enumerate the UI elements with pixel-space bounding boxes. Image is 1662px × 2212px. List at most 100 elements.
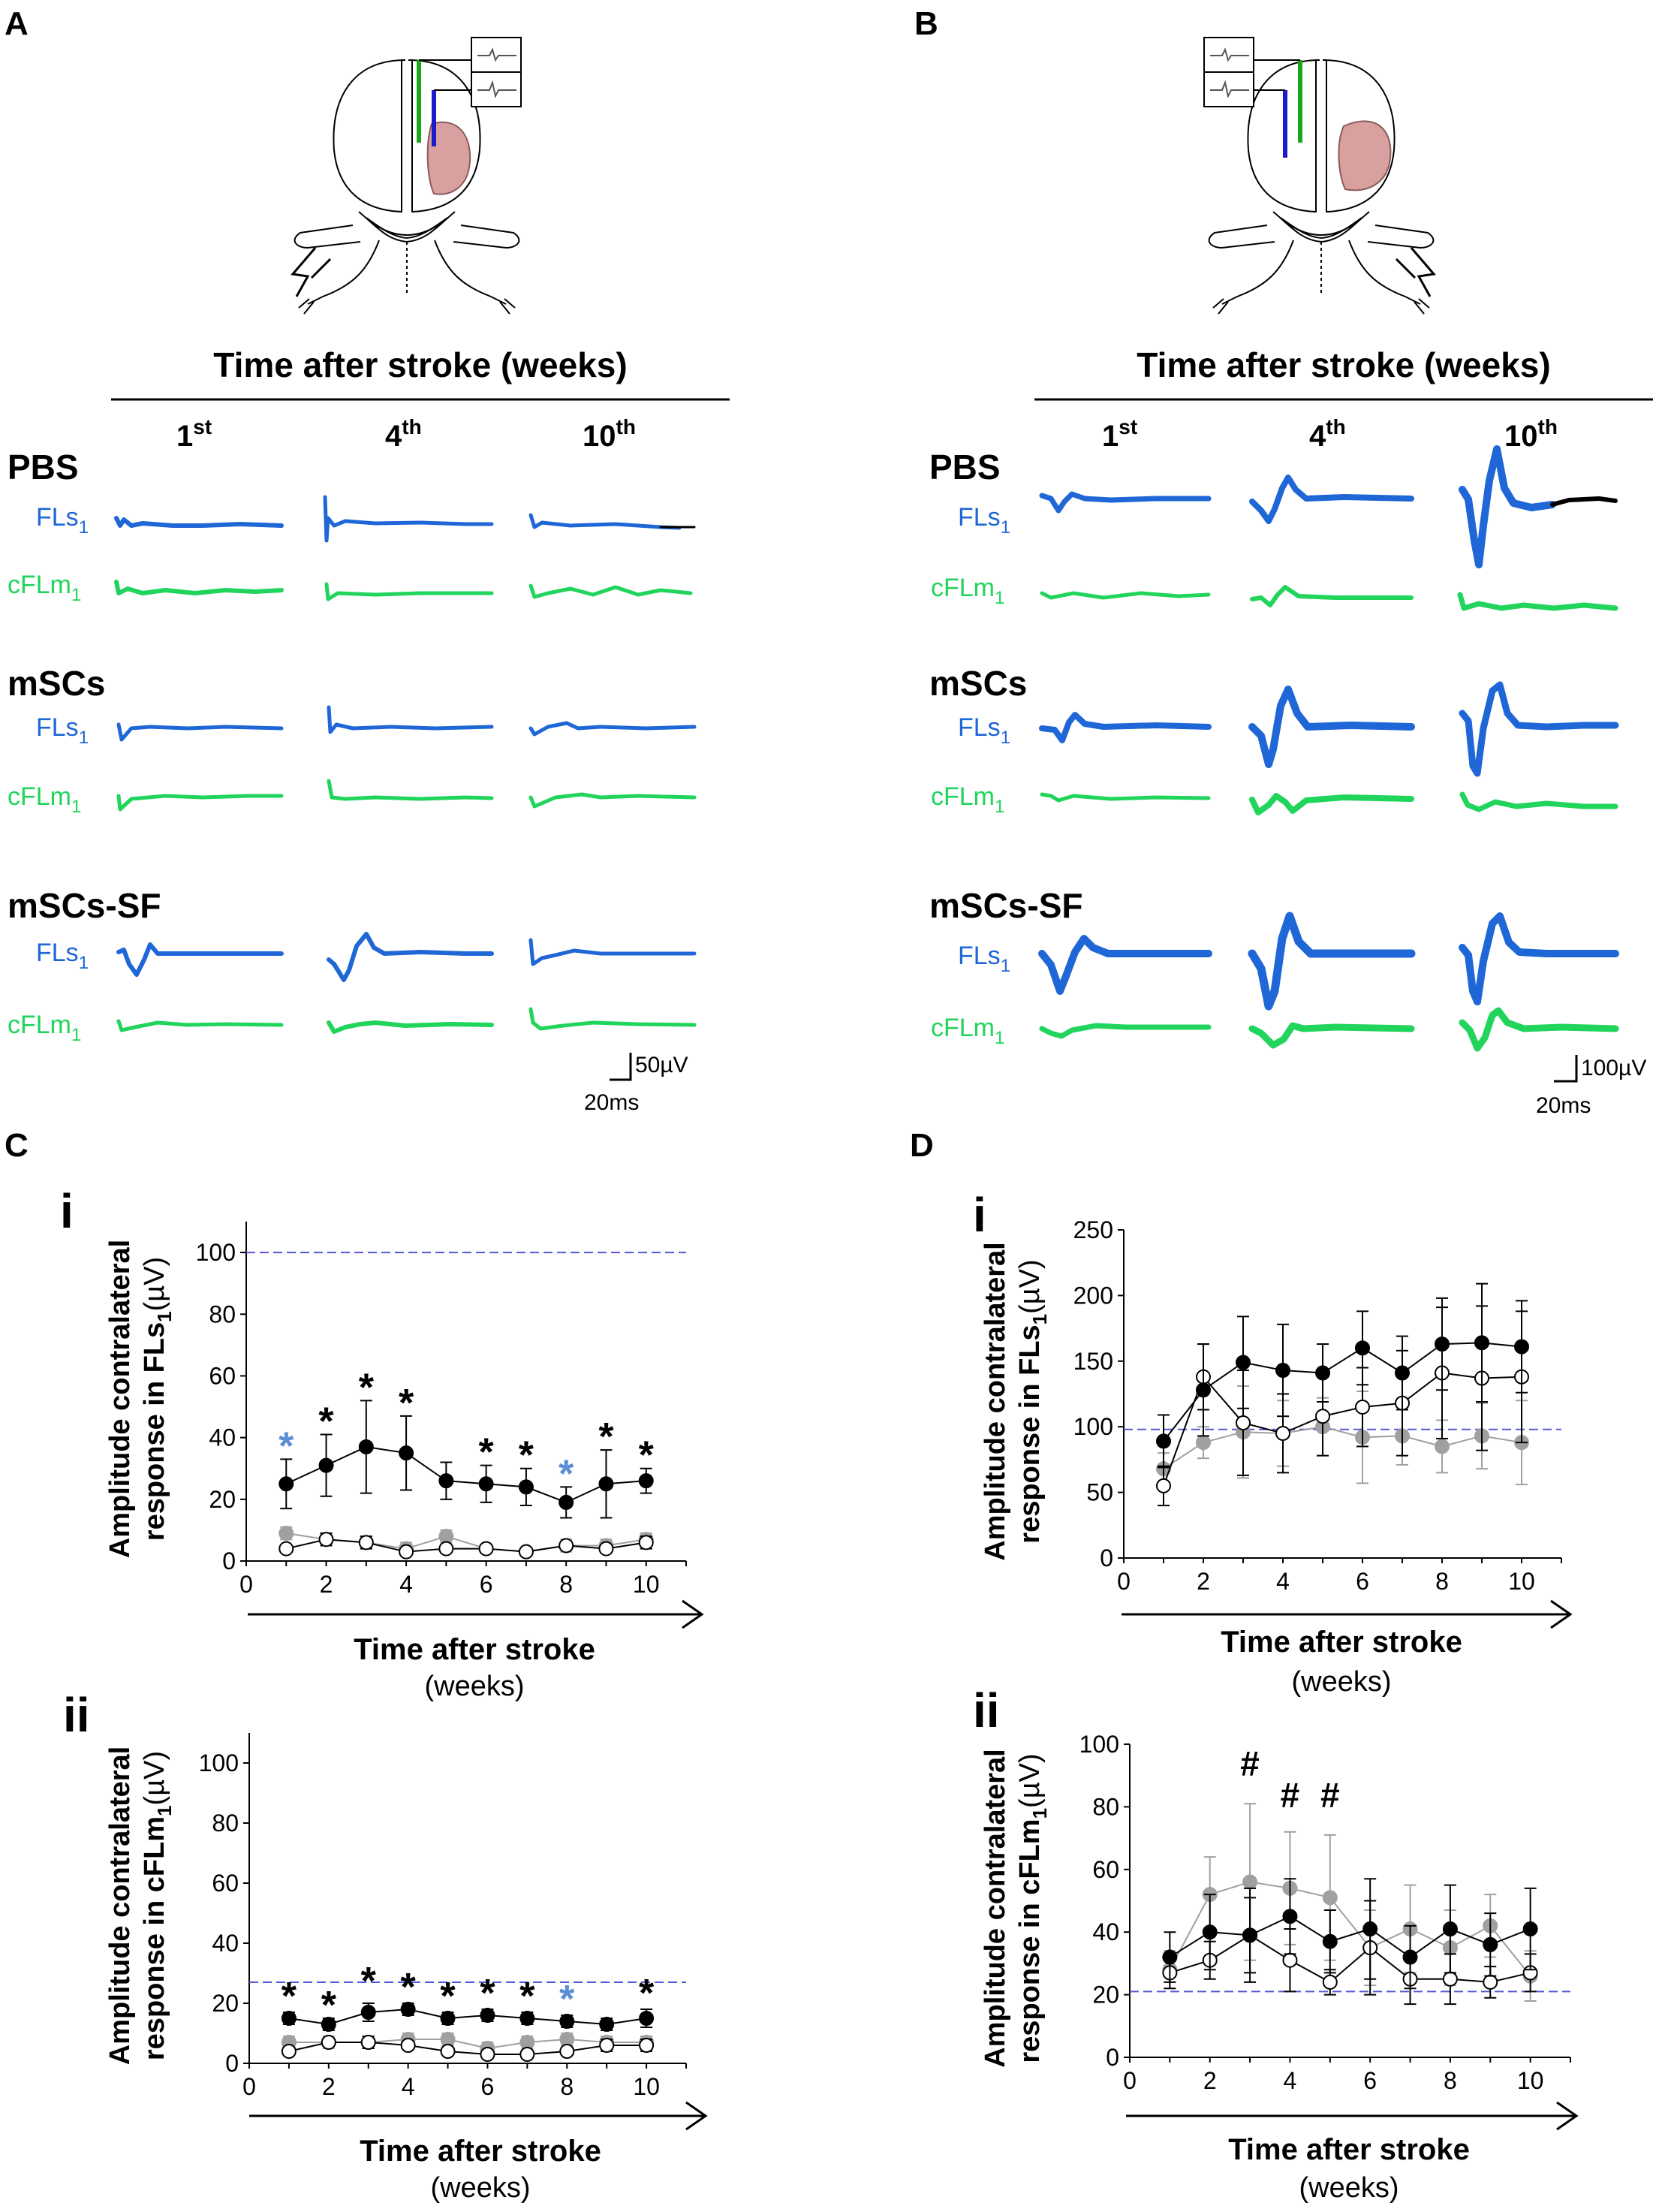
trace-cflm-pbs-w1 xyxy=(114,580,284,595)
data-point-black xyxy=(1322,1933,1338,1949)
y-tick-label: 0 xyxy=(1106,2044,1119,2071)
trace-cflm-pbs-w10 xyxy=(528,583,693,599)
y-tick-label: 100 xyxy=(1079,1731,1119,1758)
data-point-black xyxy=(559,1494,574,1510)
trace-fls-mscs-b-w4 xyxy=(1248,686,1415,768)
data-point-open xyxy=(1156,1478,1171,1493)
x-tick-label: 0 xyxy=(1123,2067,1137,2094)
trace-cflm-pbs-b-w1 xyxy=(1040,591,1211,600)
series-line-gray xyxy=(1169,1881,1531,1977)
y-tick-label: 20 xyxy=(212,1990,239,2017)
significance-marker: * xyxy=(639,1972,655,2015)
scale-bar-a-time: 20ms xyxy=(584,1090,639,1115)
data-point-open xyxy=(518,1544,534,1560)
trace-fls-mscsf-w1 xyxy=(116,942,284,977)
data-point-black xyxy=(358,1439,374,1454)
significance-marker: * xyxy=(559,1452,574,1496)
y-tick-label: 0 xyxy=(222,1547,236,1575)
significance-marker: * xyxy=(479,1431,495,1475)
data-point-open xyxy=(598,1541,614,1557)
y-tick-label: 40 xyxy=(212,1930,239,1957)
x-tick-label: 10 xyxy=(1508,1568,1535,1595)
channel-label-cflm: cFLm1 xyxy=(931,782,1004,817)
y-tick-label: 250 xyxy=(1073,1216,1113,1243)
channel-label-cflm: cFLm1 xyxy=(8,782,81,817)
significance-marker: * xyxy=(279,1424,294,1468)
series-line-open xyxy=(288,2042,647,2055)
data-point-open xyxy=(639,2038,655,2053)
y-axis-label: Amplitude contralateral response in FLs1(… xyxy=(104,1240,176,1558)
channel-label-cflm: cFLm1 xyxy=(931,574,1004,608)
lesion-area xyxy=(426,121,471,195)
trace-fls-pbs-b-w10 xyxy=(1459,445,1556,568)
chart-d-i: i 0 50 100 150 200 250 0 2 4 6 8 10 Amplitude contral… xyxy=(973,1188,1573,1698)
series-line-gray xyxy=(1163,1426,1522,1469)
data-point-black xyxy=(559,2014,575,2029)
trace-cflm-mscsf-b-w4 xyxy=(1248,1022,1415,1049)
x-tick-label: 4 xyxy=(1276,1568,1290,1595)
channel-label-fls: FLs1 xyxy=(958,503,1010,538)
time-arrow-head xyxy=(1550,1599,1573,1629)
data-point-black xyxy=(1202,1924,1218,1940)
y-tick-label: 100 xyxy=(196,1239,236,1266)
significance-marker: * xyxy=(321,1984,337,2027)
panel-label-c: C xyxy=(5,1127,29,1164)
data-point-black xyxy=(1442,1921,1458,1937)
data-point-black xyxy=(1435,1337,1450,1352)
data-point-open xyxy=(559,2044,575,2059)
data-point-black xyxy=(360,2005,376,2020)
trace-fls-pbs-w10 xyxy=(528,513,682,530)
data-point-open xyxy=(1236,1415,1251,1430)
week-label-10th-a: 10th xyxy=(583,415,636,453)
time-arrow-head xyxy=(682,1599,704,1629)
x-axis-label: Time after stroke xyxy=(360,2135,601,2168)
channel-labels-b: FLs1 cFLm1 FLs1 cFLm1 FLs1 cFLm1 xyxy=(931,503,1010,1048)
data-point-black xyxy=(1522,1921,1538,1937)
data-point-black xyxy=(478,1476,494,1492)
trace-fls-pbs-b-w1 xyxy=(1039,491,1212,514)
trace-cflm-mscsf-b-w10 xyxy=(1459,1007,1619,1052)
trace-cflm-mscs-w10 xyxy=(528,792,697,809)
data-point-black xyxy=(1156,1433,1171,1449)
data-point-open xyxy=(321,2035,336,2050)
data-point-open xyxy=(599,2038,615,2053)
data-point-black xyxy=(1196,1382,1211,1398)
panel-label-b: B xyxy=(914,5,938,42)
data-point-black xyxy=(1275,1363,1290,1379)
trace-fls-mscsf-b-w1 xyxy=(1038,935,1212,995)
scale-bar-a-amplitude: 50µV xyxy=(635,1053,688,1077)
data-point-black xyxy=(1282,1909,1298,1924)
data-point-black xyxy=(639,2011,655,2026)
data-point-gray xyxy=(1242,1874,1258,1890)
week-label-4th-b: 4th xyxy=(1309,415,1346,453)
y-tick-label: 150 xyxy=(1073,1348,1113,1375)
series-line-open xyxy=(1163,1372,1522,1487)
panel-label-d: D xyxy=(910,1127,934,1164)
x-axis-label: Time after stroke xyxy=(1221,1626,1462,1659)
data-point-open xyxy=(318,1532,334,1547)
significance-marker: * xyxy=(598,1415,614,1459)
recording-boxes-b xyxy=(1203,37,1254,107)
significance-marker: * xyxy=(399,1382,414,1425)
group-label-mscs-a: mSCs xyxy=(8,664,105,703)
trace-fls-mscsf-b-w4 xyxy=(1248,912,1416,1011)
trace-cflm-mscsf-w1 xyxy=(116,1019,284,1032)
data-point-open xyxy=(519,2047,535,2062)
trace-cflm-mscs-w1 xyxy=(116,794,284,812)
trace-fls-mscs-b-w1 xyxy=(1039,712,1212,743)
data-point-open xyxy=(1442,1971,1458,1987)
data-point-open xyxy=(1315,1409,1330,1424)
channel-label-fls: FLs1 xyxy=(958,713,1010,748)
data-point-black xyxy=(1162,1949,1178,1965)
y-tick-label: 40 xyxy=(209,1424,236,1451)
x-tick-label: 4 xyxy=(399,1571,413,1598)
time-arrow-head xyxy=(1556,2101,1579,2131)
series-line-black xyxy=(288,2008,647,2026)
week-label-1st-b: 1st xyxy=(1102,415,1137,453)
data-point-black xyxy=(440,2011,456,2026)
data-point-black xyxy=(279,1476,294,1492)
x-axis-unit: (weeks) xyxy=(1299,2172,1399,2204)
data-point-open xyxy=(478,1541,494,1557)
y-tick-label: 20 xyxy=(209,1486,236,1513)
significance-marker: * xyxy=(401,1966,417,2009)
